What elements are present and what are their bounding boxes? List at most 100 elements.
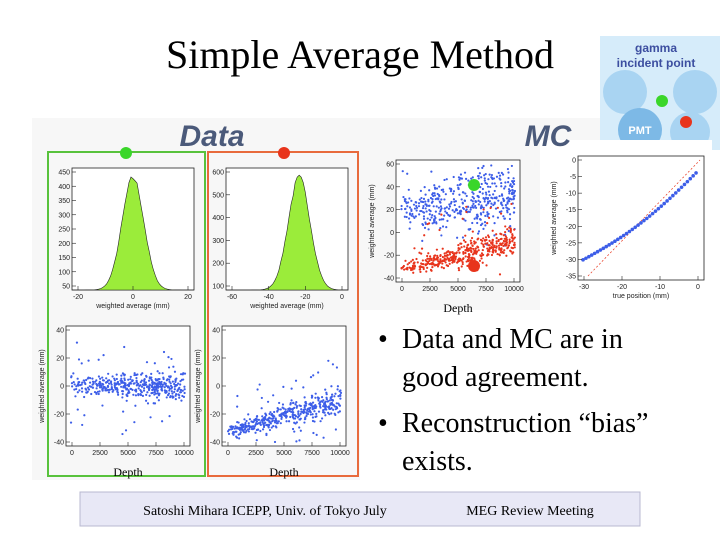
- scatter-dot: [76, 377, 79, 380]
- scatter-dot: [446, 256, 449, 260]
- y-tick-label: -40: [54, 440, 64, 447]
- scatter-dot: [161, 383, 165, 386]
- scatter-dot: [179, 383, 182, 386]
- scatter-dot: [477, 232, 480, 235]
- bias-point: [685, 179, 690, 184]
- scatter-dot: [444, 193, 447, 196]
- scatter-dot: [266, 400, 270, 403]
- scatter-dot: [317, 399, 320, 402]
- scatter-dot: [508, 213, 512, 216]
- scatter-dot: [297, 415, 300, 418]
- scatter-dot: [320, 417, 324, 420]
- scatter-dot: [151, 380, 154, 383]
- bias-point: [613, 239, 617, 244]
- scatter-dot: [264, 415, 267, 419]
- scatter-dot: [477, 177, 480, 180]
- scatter-dot: [427, 228, 430, 231]
- scatter-dot: [413, 247, 416, 250]
- scatter-dot: [121, 390, 125, 393]
- scatter-dot: [431, 266, 434, 269]
- scatter-dot: [473, 242, 476, 245]
- x-axis-label: weighted average (mm): [95, 303, 170, 310]
- scatter-dot: [80, 387, 84, 390]
- scatter-dot: [300, 408, 303, 411]
- scatter-dot: [430, 257, 433, 261]
- y-tick-label: -25: [566, 240, 576, 247]
- scatter-dot: [471, 191, 474, 194]
- scatter-dot: [315, 412, 318, 415]
- scatter-dot: [167, 386, 170, 389]
- scatter-dot: [511, 240, 514, 243]
- scatter-dot: [328, 407, 331, 410]
- scatter-dot: [507, 244, 511, 247]
- scatter-dot: [471, 230, 474, 233]
- scatter-dot: [495, 237, 498, 240]
- scatter-dot: [80, 362, 83, 365]
- scatter-dot: [415, 201, 418, 204]
- scatter-dot: [281, 403, 285, 406]
- scatter-dot: [253, 425, 256, 428]
- scatter-dot: [289, 407, 292, 411]
- scatter-dot: [254, 419, 257, 422]
- scatter-dot: [105, 380, 108, 384]
- pmt-circle: [673, 70, 717, 114]
- scatter-dot: [155, 396, 159, 399]
- scatter-dot: [314, 403, 317, 407]
- scatter-dot: [419, 268, 422, 271]
- scatter-dot: [101, 376, 104, 379]
- bias-point: [676, 188, 681, 192]
- scatter-dot: [413, 207, 417, 210]
- scatter-dot: [120, 379, 123, 382]
- scatter-dot: [483, 174, 486, 177]
- scatter-dot: [493, 189, 496, 193]
- scatter-dot: [453, 203, 456, 207]
- scatter-dot: [512, 183, 516, 186]
- scatter-dot: [461, 191, 465, 194]
- scatter-dot: [512, 211, 515, 214]
- scatter-dot: [456, 236, 459, 239]
- scatter-dot: [339, 394, 342, 398]
- scatter-dot: [320, 400, 323, 403]
- scatter-dot: [147, 379, 151, 382]
- scatter-dot: [174, 383, 177, 387]
- scatter-dot: [461, 262, 464, 266]
- scatter-dot: [484, 196, 488, 199]
- x-tick-label: 0: [696, 284, 700, 291]
- scatter-dot: [70, 382, 74, 385]
- scatter-dot: [313, 410, 316, 413]
- scatter-dot: [467, 179, 470, 182]
- scatter-dot: [412, 203, 416, 206]
- scatter-dot: [495, 242, 498, 245]
- scatter-dot: [462, 252, 465, 255]
- scatter-dot: [425, 203, 428, 206]
- scatter-dot: [415, 204, 418, 208]
- scatter-dot: [250, 420, 253, 423]
- scatter-dot: [264, 412, 267, 415]
- scatter-dot: [448, 205, 452, 208]
- scatter-dot: [432, 205, 435, 208]
- scatter-dot: [289, 415, 292, 419]
- scatter-dot: [501, 194, 504, 197]
- scatter-dot: [433, 192, 436, 195]
- scatter-dot: [501, 204, 504, 207]
- histogram-shape: [226, 174, 349, 291]
- scatter-dot: [428, 222, 431, 225]
- bias-point: [630, 227, 635, 232]
- scatter-dot: [115, 377, 118, 381]
- scatter-dot: [324, 388, 327, 391]
- scatter-dot: [244, 421, 247, 425]
- bias-point: [589, 253, 594, 257]
- scatter-dot: [243, 418, 246, 421]
- scatter-dot: [325, 391, 328, 394]
- y-tick-label: -10: [566, 191, 576, 198]
- scatter-dot: [415, 206, 419, 209]
- scatter-dot: [312, 407, 316, 410]
- scatter-dot: [114, 383, 118, 386]
- scatter-dot: [434, 197, 437, 201]
- scatter-dot: [248, 425, 251, 429]
- scatter-dot: [155, 383, 158, 387]
- scatter-dot: [416, 261, 419, 264]
- scatter-dot: [457, 258, 460, 261]
- scatter-dot: [182, 378, 185, 381]
- scatter-dot: [153, 386, 157, 389]
